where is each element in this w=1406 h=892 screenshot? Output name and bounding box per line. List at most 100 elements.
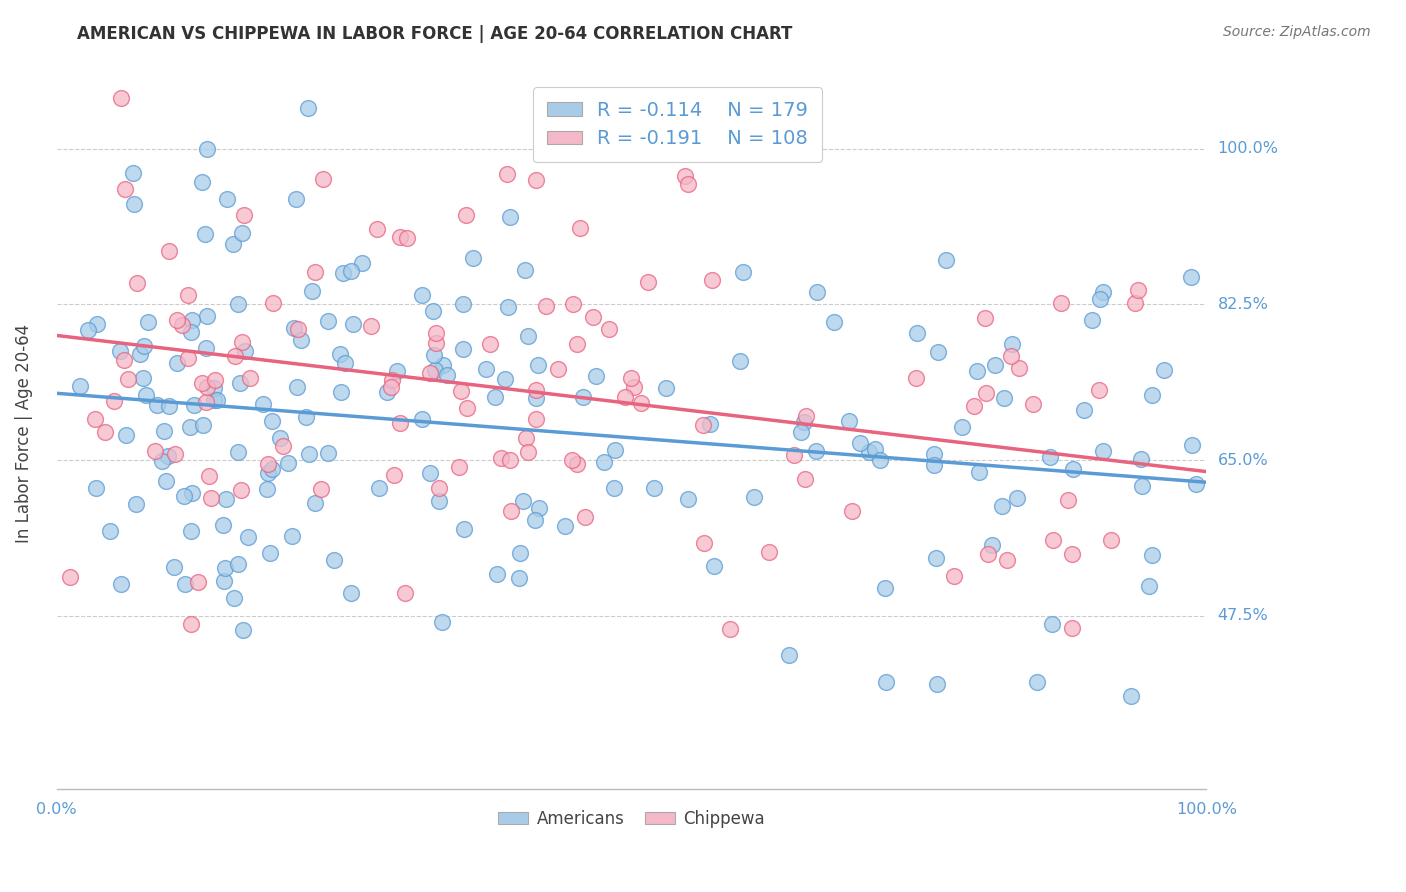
Point	[922, 446, 945, 460]
Point	[179, 419, 201, 434]
Point	[332, 266, 354, 280]
Point	[524, 173, 547, 187]
Point	[132, 338, 155, 352]
Point	[873, 582, 896, 596]
Point	[516, 329, 538, 343]
Point	[339, 586, 361, 600]
Point	[603, 443, 626, 458]
Point	[838, 414, 860, 428]
Point	[499, 210, 522, 224]
Point	[157, 244, 180, 258]
Point	[287, 322, 309, 336]
Point	[195, 142, 218, 156]
Point	[180, 616, 202, 631]
Point	[239, 371, 262, 385]
Point	[298, 447, 321, 461]
Text: Source: ZipAtlas.com: Source: ZipAtlas.com	[1223, 25, 1371, 39]
Point	[256, 457, 278, 471]
Point	[456, 208, 478, 222]
Point	[1073, 402, 1095, 417]
Point	[529, 500, 551, 515]
Point	[297, 101, 319, 115]
Point	[643, 481, 665, 495]
Point	[367, 481, 389, 495]
Point	[568, 220, 591, 235]
Point	[523, 513, 546, 527]
Point	[180, 486, 202, 500]
Point	[256, 466, 278, 480]
Point	[360, 318, 382, 333]
Point	[150, 454, 173, 468]
Point	[226, 445, 249, 459]
Point	[226, 297, 249, 311]
Point	[935, 253, 957, 268]
Point	[841, 504, 863, 518]
Point	[312, 171, 335, 186]
Point	[385, 364, 408, 378]
Point	[233, 344, 256, 359]
Point	[582, 310, 605, 325]
Point	[159, 399, 181, 413]
Point	[1185, 476, 1208, 491]
Point	[180, 524, 202, 538]
Point	[366, 222, 388, 236]
Point	[1088, 383, 1111, 397]
Text: 47.5%: 47.5%	[1218, 608, 1268, 624]
Point	[562, 297, 585, 311]
Point	[700, 273, 723, 287]
Point	[742, 490, 765, 504]
Point	[980, 537, 1002, 551]
Point	[419, 366, 441, 380]
Point	[304, 265, 326, 279]
Point	[425, 326, 447, 340]
Point	[976, 547, 998, 561]
Point	[720, 623, 742, 637]
Point	[202, 392, 225, 407]
Point	[174, 576, 197, 591]
Point	[1005, 491, 1028, 505]
Point	[294, 409, 316, 424]
Point	[382, 467, 405, 482]
Point	[200, 491, 222, 505]
Point	[377, 385, 399, 400]
Point	[778, 648, 800, 663]
Point	[1142, 548, 1164, 562]
Point	[823, 315, 845, 329]
Point	[699, 417, 721, 432]
Point	[231, 226, 253, 240]
Point	[304, 496, 326, 510]
Point	[513, 262, 536, 277]
Text: 100.0%: 100.0%	[1218, 141, 1278, 156]
Point	[1000, 349, 1022, 363]
Point	[991, 500, 1014, 514]
Point	[499, 452, 522, 467]
Point	[222, 236, 245, 251]
Point	[1088, 293, 1111, 307]
Point	[259, 546, 281, 560]
Point	[1180, 269, 1202, 284]
Point	[262, 296, 284, 310]
Point	[925, 677, 948, 691]
Point	[252, 396, 274, 410]
Point	[527, 358, 550, 372]
Point	[676, 492, 699, 507]
Point	[198, 469, 221, 483]
Point	[1153, 363, 1175, 377]
Point	[475, 362, 498, 376]
Point	[427, 494, 450, 508]
Point	[419, 466, 441, 480]
Point	[226, 557, 249, 571]
Point	[942, 569, 965, 583]
Point	[432, 358, 454, 372]
Point	[623, 380, 645, 394]
Point	[1062, 621, 1084, 635]
Point	[499, 504, 522, 518]
Point	[166, 313, 188, 327]
Point	[974, 311, 997, 326]
Point	[339, 264, 361, 278]
Point	[122, 197, 145, 211]
Point	[157, 449, 180, 463]
Point	[517, 445, 540, 459]
Point	[849, 436, 872, 450]
Point	[630, 396, 652, 410]
